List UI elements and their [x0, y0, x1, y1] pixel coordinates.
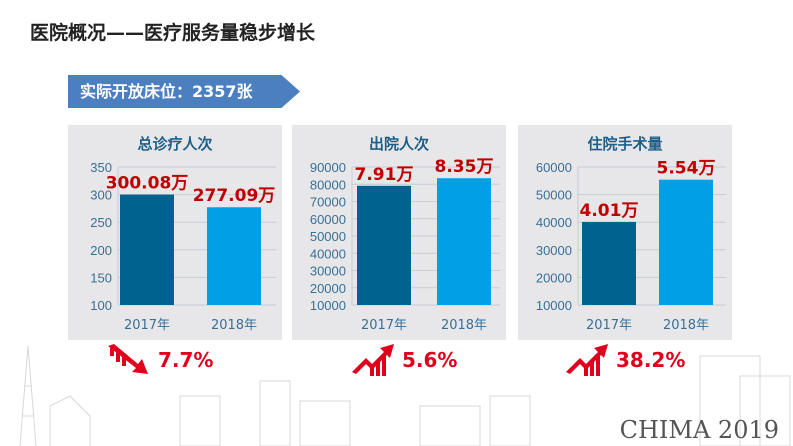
y-tick-label: 60000: [536, 160, 572, 175]
chart-panel-surgery: 住院手术量 10000 20000 30000 40000 50000 60000 4.01…: [518, 125, 732, 340]
change-value: 7.7%: [158, 348, 214, 372]
y-tick-label: 200: [90, 243, 112, 258]
chart-title: 出院人次: [368, 135, 429, 153]
data-label: 8.35万: [435, 157, 494, 177]
chart-svg: 10000 20000 30000 40000 50000 60000 4.01万 2017年…: [536, 159, 726, 333]
y-tick-label: 90000: [310, 160, 346, 175]
change-value: 5.6%: [402, 348, 458, 372]
y-tick-label: 80000: [310, 177, 346, 192]
chart-title: 住院手术量: [587, 135, 663, 153]
data-label: 277.09万: [193, 186, 276, 206]
change-surgery: 38.2%: [566, 343, 685, 377]
chart-svg: 10000 20000 30000 40000 50000 60000 70000 80000…: [310, 157, 500, 333]
bar: [582, 221, 636, 305]
y-tick-label: 100: [90, 298, 112, 313]
change-value: 38.2%: [616, 348, 686, 372]
y-tick-label: 70000: [310, 195, 346, 210]
page-title: 医院概况——医疗服务量稳步增长: [30, 22, 316, 44]
x-tick-label: 2018年: [663, 318, 709, 333]
data-label: 4.01万: [580, 201, 639, 221]
data-label: 5.54万: [657, 159, 716, 179]
chart-title: 总诊疗人次: [137, 135, 213, 153]
y-tick-label: 350: [90, 160, 112, 175]
y-tick-label: 10000: [536, 298, 572, 313]
trend-up-icon: [352, 344, 394, 376]
y-tick-label: 10000: [310, 298, 346, 313]
y-tick-label: 40000: [536, 215, 572, 230]
chart-panel-discharge: 出院人次 10000 20000 30000 40000 50000 60000 70000…: [292, 125, 506, 340]
data-label: 300.08万: [106, 174, 189, 194]
y-tick-label: 250: [90, 215, 112, 230]
bar: [437, 178, 491, 305]
y-tick-label: 300: [90, 188, 112, 203]
y-tick-label: 40000: [310, 246, 346, 261]
trend-up-icon: [566, 344, 608, 376]
trend-down-icon: [108, 344, 148, 374]
bar: [357, 185, 411, 305]
change-outpatient: 7.7%: [108, 343, 213, 377]
city-skyline-background: [19, 345, 791, 446]
y-tick-label: 30000: [536, 243, 572, 258]
x-tick-label: 2018年: [441, 318, 487, 333]
y-tick-label: 50000: [536, 188, 572, 203]
change-discharge: 5.6%: [352, 343, 457, 377]
bed-count-banner: 实际开放床位：2357张: [68, 75, 300, 108]
y-tick-label: 60000: [310, 212, 346, 227]
y-tick-label: 150: [90, 270, 112, 285]
bar: [207, 207, 261, 305]
bar: [120, 194, 174, 305]
chart-panel-outpatient: 总诊疗人次 100 150 200 250 300 350 300.08万 2017年 277.…: [68, 125, 282, 340]
x-tick-label: 2018年: [211, 318, 257, 333]
y-tick-label: 30000: [310, 264, 346, 279]
x-tick-label: 2017年: [586, 318, 632, 333]
y-tick-label: 50000: [310, 229, 346, 244]
brand-watermark: CHIMA 2019: [619, 416, 779, 444]
x-tick-label: 2017年: [124, 318, 170, 333]
y-tick-label: 20000: [536, 270, 572, 285]
y-tick-label: 20000: [310, 281, 346, 296]
x-tick-label: 2017年: [361, 318, 407, 333]
bar: [659, 179, 713, 305]
data-label: 7.91万: [355, 165, 414, 185]
